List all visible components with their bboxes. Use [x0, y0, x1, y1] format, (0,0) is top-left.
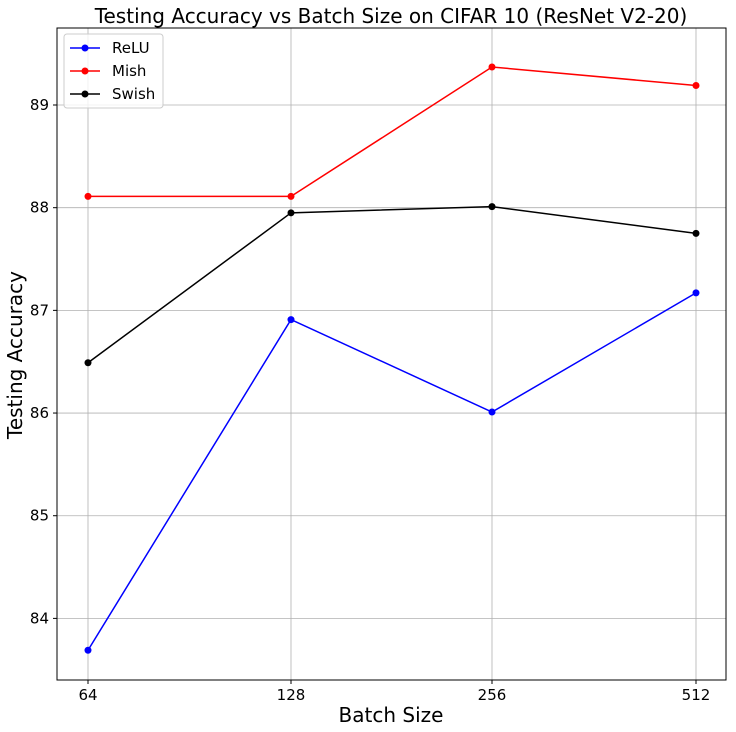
legend-marker-swish [82, 91, 89, 98]
x-tick-label: 64 [78, 686, 97, 704]
data-point-swish [693, 230, 700, 237]
legend-label-relu: ReLU [112, 39, 150, 57]
series-layer [85, 64, 700, 654]
legend: ReLU Mish Swish [64, 34, 163, 108]
x-tick-label: 128 [277, 686, 306, 704]
data-point-mish [489, 64, 496, 71]
data-point-relu [288, 316, 295, 323]
series-line-relu [88, 293, 696, 650]
data-point-mish [288, 193, 295, 200]
legend-label-swish: Swish [112, 85, 155, 103]
series-line-swish [88, 207, 696, 363]
x-axis: 64 128 256 512 [78, 680, 710, 704]
y-axis: 84 85 86 87 88 89 [30, 96, 57, 627]
x-tick-label: 256 [478, 686, 507, 704]
data-point-mish [85, 193, 92, 200]
series-line-mish [88, 67, 696, 196]
y-tick-label: 89 [30, 96, 49, 114]
y-tick-label: 85 [30, 507, 49, 525]
data-point-swish [489, 203, 496, 210]
data-point-mish [693, 82, 700, 89]
grid [57, 28, 726, 680]
series-relu [85, 289, 700, 653]
plot-frame [57, 28, 726, 680]
legend-marker-mish [82, 68, 89, 75]
y-tick-label: 84 [30, 609, 49, 627]
y-tick-label: 87 [30, 301, 49, 319]
series-mish [85, 64, 700, 200]
x-axis-label: Batch Size [339, 703, 444, 727]
legend-label-mish: Mish [112, 62, 146, 80]
y-tick-label: 86 [30, 404, 49, 422]
data-point-relu [693, 289, 700, 296]
series-swish [85, 203, 700, 366]
data-point-swish [85, 359, 92, 366]
x-tick-label: 512 [682, 686, 711, 704]
chart-title: Testing Accuracy vs Batch Size on CIFAR … [94, 4, 688, 28]
legend-marker-relu [82, 45, 89, 52]
data-point-relu [85, 647, 92, 654]
data-point-swish [288, 209, 295, 216]
data-point-relu [489, 409, 496, 416]
y-axis-label: Testing Accuracy [3, 271, 27, 440]
y-tick-label: 88 [30, 199, 49, 217]
